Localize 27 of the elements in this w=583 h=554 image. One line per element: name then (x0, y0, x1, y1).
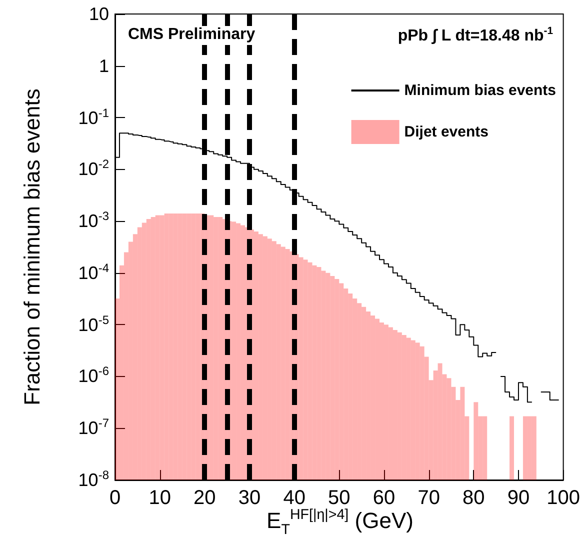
y-tick-label: 10$^{-1}$ (77, 106, 109, 130)
y-tick-label: 10$^{-3}$ (77, 209, 109, 234)
y-tick-label: 1 (98, 54, 109, 77)
x-tick-label: 0 (109, 487, 121, 509)
annotation: CMS Preliminary (128, 26, 256, 46)
y-tick-label: 10$^{-5}$ (77, 312, 109, 337)
y-tick-label: 10$^{-7}$ (77, 416, 109, 440)
x-tick-label: 20 (194, 487, 216, 509)
y-tick-label: 10$^{-4}$ (77, 260, 109, 285)
x-tick-label: 100 (546, 487, 580, 509)
x-tick-label: 40 (283, 487, 306, 509)
x-tick-label: 30 (238, 487, 261, 509)
x-tick-label: 10 (148, 487, 171, 509)
x-tick-label: 90 (507, 487, 530, 509)
legend-label: Minimum bias events (404, 82, 556, 99)
x-axis-title: E$_{T}$$^{HF[|η|>4]}$ (GeV) (266, 507, 414, 538)
y-tick-label: 10$^{-6}$ (77, 364, 109, 388)
x-tick-label: 70 (418, 487, 440, 509)
y-tick-label: 10 (88, 3, 109, 25)
x-tick-label: 80 (462, 487, 485, 509)
x-tick-label: 50 (328, 487, 350, 509)
legend-label: Dijet events (404, 124, 488, 140)
x-tick-label: 60 (372, 487, 396, 509)
annotation: pPb ∫ L dt=18.48 nb$^{-1}$ (398, 26, 553, 46)
y-axis-title: Fraction of minimum bias events (20, 88, 44, 406)
y-tick-label: 10$^{-2}$ (77, 157, 109, 182)
y-tick-label: 10$^{-8}$ (77, 468, 109, 492)
